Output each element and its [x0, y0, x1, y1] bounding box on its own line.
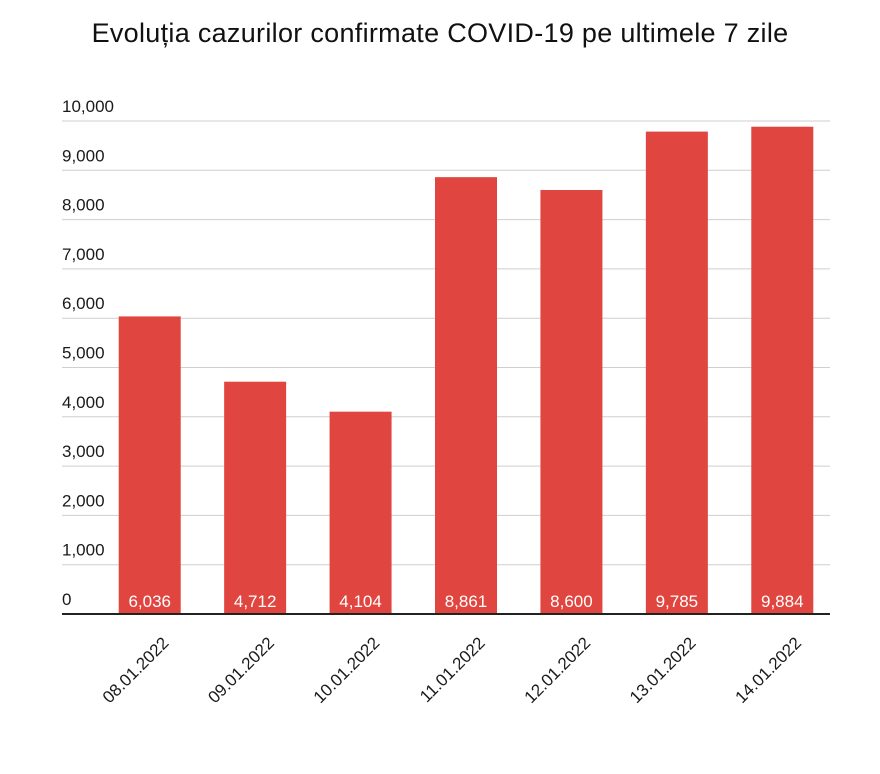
bar [435, 177, 497, 614]
bar [329, 411, 392, 614]
data-label: 8,861 [445, 592, 488, 611]
y-tick-label: 3,000 [62, 442, 105, 461]
y-tick-label: 10,000 [62, 97, 114, 116]
x-tick-label: 12.01.2022 [521, 633, 595, 707]
chart-title: Evoluția cazurilor confirmate COVID-19 p… [91, 18, 789, 48]
y-axis-ticks: 0 1,000 2,000 3,000 4,000 5,000 6,000 7,000 8,00… [62, 97, 114, 609]
x-axis-ticks: 08.01.2022 09.01.2022 10.01.2022 11.01.2022… [99, 633, 805, 707]
bar [540, 190, 603, 614]
data-label: 9,785 [656, 592, 699, 611]
y-tick-label: 9,000 [62, 146, 105, 165]
data-labels: 6,036 4,712 4,104 8,861 8,600 9,785 9,884 [128, 592, 803, 611]
bar [224, 381, 287, 614]
data-label: 8,600 [550, 592, 593, 611]
y-tick-label: 0 [62, 590, 71, 609]
x-tick-label: 09.01.2022 [204, 633, 278, 707]
bar [645, 131, 708, 615]
x-tick-label: 14.01.2022 [732, 633, 806, 707]
y-tick-label: 5,000 [62, 344, 105, 363]
data-label: 4,712 [234, 592, 277, 611]
y-tick-label: 1,000 [62, 541, 105, 560]
data-label: 9,884 [761, 592, 804, 611]
y-tick-label: 7,000 [62, 245, 105, 264]
bars [118, 126, 814, 615]
x-tick-label: 10.01.2022 [310, 633, 384, 707]
x-tick-label: 13.01.2022 [626, 633, 700, 707]
data-label: 6,036 [128, 592, 171, 611]
y-tick-label: 6,000 [62, 294, 105, 313]
y-tick-label: 4,000 [62, 393, 105, 412]
bar [751, 126, 814, 614]
data-label: 4,104 [339, 592, 382, 611]
y-tick-label: 8,000 [62, 196, 105, 215]
x-tick-label: 08.01.2022 [99, 633, 173, 707]
bar [118, 316, 181, 614]
y-tick-label: 2,000 [62, 491, 105, 510]
x-tick-label: 11.01.2022 [416, 633, 489, 706]
